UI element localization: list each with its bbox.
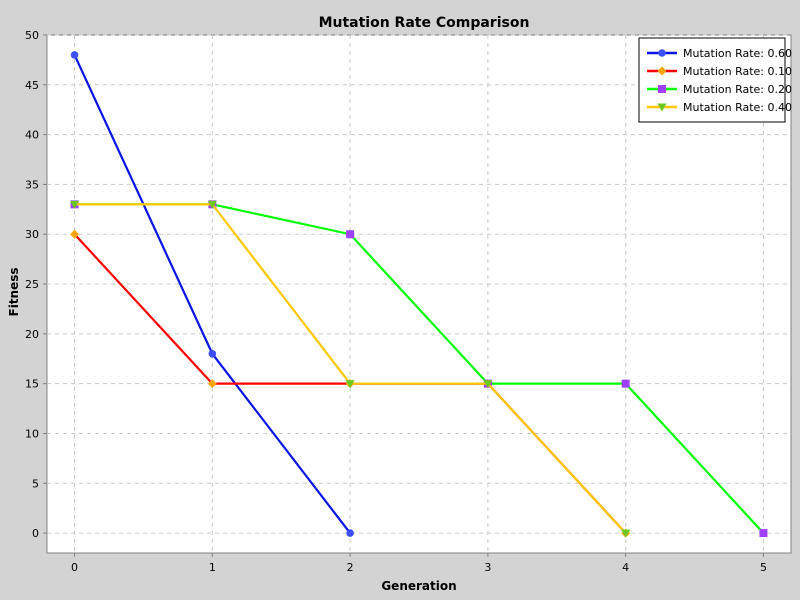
data-point [759, 529, 768, 538]
legend-item: Mutation Rate: 0.40 [647, 101, 792, 114]
legend-item: Mutation Rate: 0.10 [647, 65, 792, 78]
legend-marker [658, 85, 666, 93]
y-tick-label: 45 [25, 79, 39, 92]
y-axis-label: Fitness [7, 267, 21, 316]
legend-marker [657, 66, 667, 76]
y-tick-label: 25 [25, 278, 39, 291]
x-tick-label: 5 [760, 561, 767, 574]
data-point [70, 229, 80, 239]
x-axis-label: Generation [381, 579, 456, 593]
x-tick-label: 3 [484, 561, 491, 574]
legend-label: Mutation Rate: 0.40 [683, 101, 792, 114]
y-tick-label: 50 [25, 29, 39, 42]
x-tick-label: 2 [347, 561, 354, 574]
data-point [483, 380, 493, 389]
series-0 [70, 51, 354, 537]
data-point [207, 200, 217, 209]
data-point [208, 349, 217, 358]
data-point [346, 230, 355, 239]
data-point [207, 379, 217, 389]
data-point [70, 51, 79, 59]
data-point [346, 529, 354, 537]
series-3 [70, 200, 631, 538]
legend-label: Mutation Rate: 0.20 [683, 83, 792, 96]
legend: Mutation Rate: 0.60 Mutation Rate: 0.10 Mu… [638, 37, 792, 123]
y-tick-label: 0 [32, 527, 39, 540]
y-tick-label: 30 [25, 228, 39, 241]
x-tick-label: 1 [209, 561, 216, 574]
data-point [70, 200, 80, 209]
x-tick-label: 0 [71, 561, 78, 574]
y-tick-label: 5 [32, 477, 39, 490]
data-point [621, 529, 631, 538]
data-point [345, 380, 355, 389]
data-point [621, 379, 630, 388]
y-tick-label: 35 [25, 178, 39, 191]
legend-label: Mutation Rate: 0.60 [683, 47, 792, 60]
legend-item: Mutation Rate: 0.20 [647, 83, 792, 96]
legend-marker [658, 49, 666, 57]
y-tick-label: 10 [25, 427, 39, 440]
grid-lines [47, 34, 791, 553]
x-tick-label: 4 [622, 561, 629, 574]
y-tick-label: 15 [25, 378, 39, 391]
series-group [70, 51, 768, 538]
y-tick-label: 20 [25, 328, 39, 341]
y-tick-label: 40 [25, 129, 39, 142]
legend-marker [657, 103, 667, 112]
legend-label: Mutation Rate: 0.10 [683, 65, 792, 78]
legend-item: Mutation Rate: 0.60 [647, 47, 792, 60]
chart-title: Mutation Rate Comparison [319, 15, 530, 31]
